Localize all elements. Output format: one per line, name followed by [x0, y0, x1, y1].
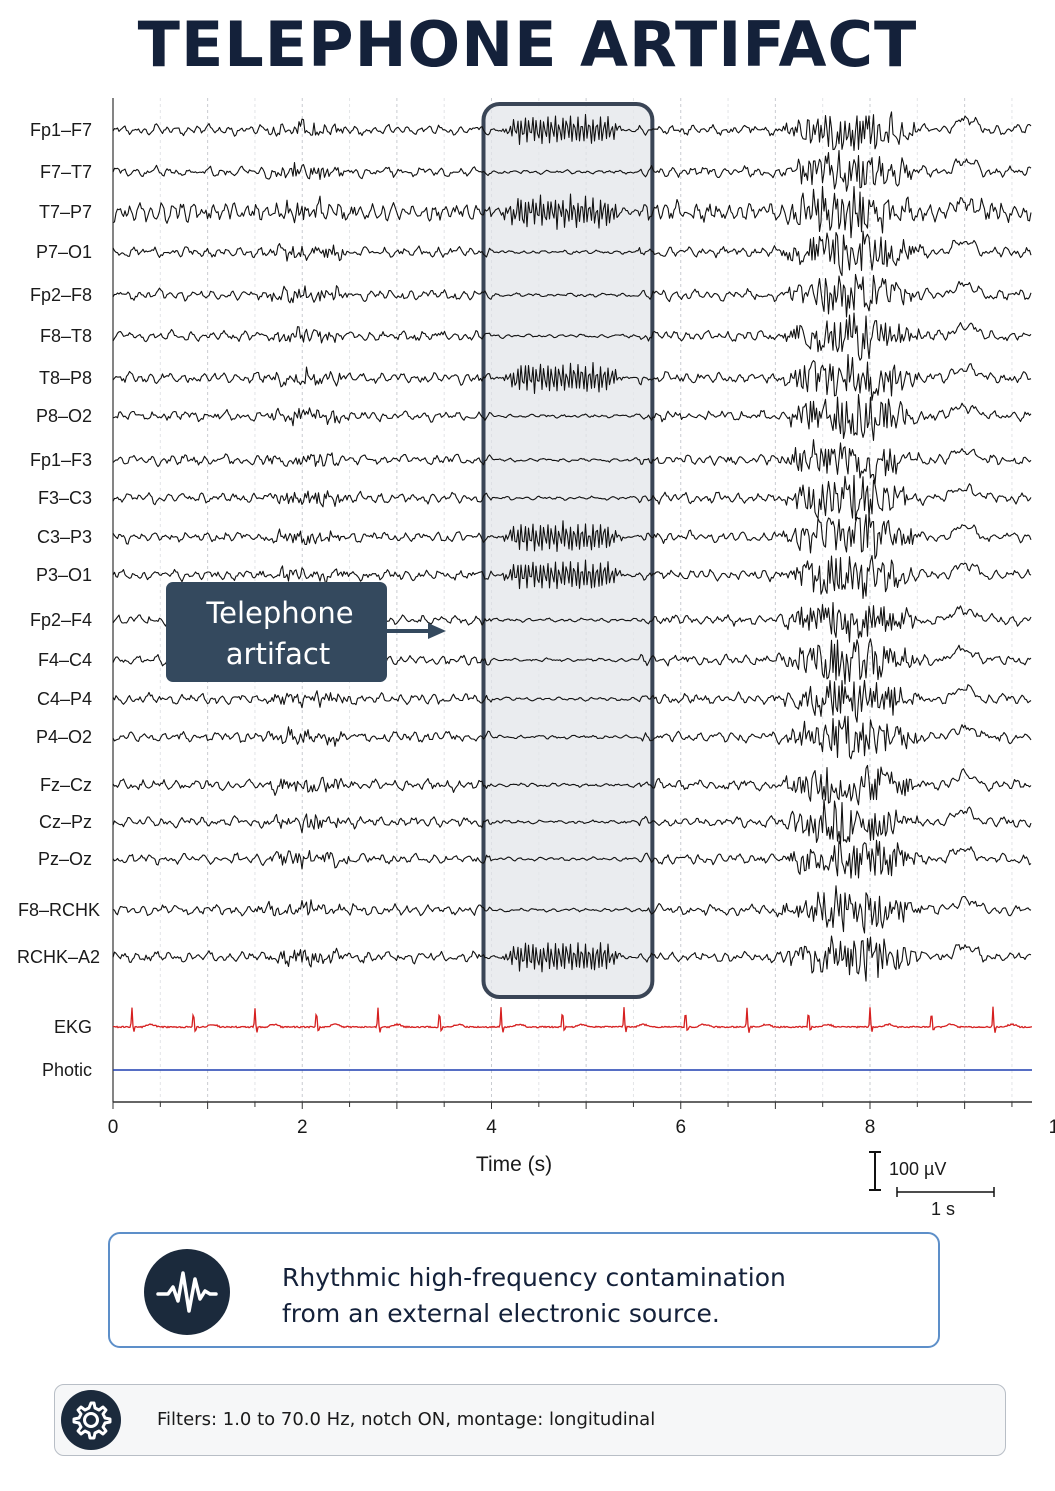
scale-bar: 100 µV 1 s	[869, 1151, 995, 1219]
trace-6	[112, 353, 1032, 401]
trace-2	[112, 185, 1032, 239]
channel-label: P3–O1	[36, 565, 92, 585]
channel-label: Fp2–F8	[30, 285, 92, 305]
channel-label: T8–P8	[39, 368, 92, 388]
channel-label: P7–O1	[36, 242, 92, 262]
trace-17	[112, 799, 1032, 845]
x-tick-label: 2	[297, 1117, 308, 1138]
x-tick-label: 4	[486, 1117, 497, 1138]
channel-label: T7–P7	[39, 202, 92, 222]
callout-label-line2: artifact	[226, 637, 330, 671]
channel-label: Fz–Cz	[40, 775, 92, 795]
artifact-highlight-box	[481, 102, 655, 999]
scale-bar-amplitude-label: 100 µV	[889, 1159, 946, 1179]
waveform-icon	[144, 1249, 230, 1335]
trace-9	[112, 474, 1032, 521]
channel-label: F8–RCHK	[18, 900, 100, 920]
trace-15	[112, 715, 1032, 760]
filter-settings-text: Filters: 1.0 to 70.0 Hz, notch ON, monta…	[157, 1409, 656, 1430]
trace-10	[112, 513, 1032, 560]
channel-label: RCHK–A2	[17, 947, 100, 967]
x-tick-label: 0	[108, 1117, 119, 1138]
description-box: Rhythmic high-frequency contamination fr…	[108, 1232, 940, 1348]
channel-label: C4–P4	[37, 689, 92, 709]
description-line1: Rhythmic high-frequency contamination	[282, 1263, 786, 1292]
gear-icon	[61, 1390, 121, 1450]
channel-label: Fp2–F4	[30, 610, 92, 630]
callout: Telephone artifact	[166, 582, 446, 682]
trace-11	[112, 554, 1032, 599]
channel-label: EKG	[54, 1017, 92, 1037]
callout-box	[166, 582, 387, 682]
channel-label: Photic	[42, 1060, 92, 1080]
trace-0	[112, 111, 1032, 151]
trace-19	[112, 885, 1032, 934]
scale-bar-time-label: 1 s	[931, 1199, 955, 1219]
trace-ekg	[112, 1006, 1032, 1033]
trace-3	[112, 230, 1032, 277]
trace-20	[112, 935, 1032, 982]
x-tick-label: 10	[1049, 1117, 1055, 1138]
channel-label: F3–C3	[38, 488, 92, 508]
channel-label: P4–O2	[36, 727, 92, 747]
description-text: Rhythmic high-frequency contamination fr…	[282, 1260, 902, 1332]
channel-label: P8–O2	[36, 406, 92, 426]
trace-1	[112, 150, 1032, 192]
channel-labels: Fp1–F7 F7–T7 T7–P7 P7–O1 Fp2–F8 F8–T8 T8–P8 P8–…	[17, 120, 100, 1080]
channel-label: Cz–Pz	[39, 812, 92, 832]
trace-18	[112, 839, 1032, 879]
channel-label: F8–T8	[40, 326, 92, 346]
trace-7	[112, 393, 1032, 441]
x-tick-label: 6	[675, 1117, 686, 1138]
x-tick-label: 8	[865, 1117, 876, 1138]
channel-label: Fp1–F3	[30, 450, 92, 470]
trace-4	[112, 273, 1032, 318]
x-axis-title: Time (s)	[476, 1153, 552, 1176]
filter-settings-bar: Filters: 1.0 to 70.0 Hz, notch ON, monta…	[54, 1384, 1006, 1456]
channel-label: Pz–Oz	[38, 849, 92, 869]
eeg-chart: Fp1–F7 F7–T7 T7–P7 P7–O1 Fp2–F8 F8–T8 T8–P8 P8–…	[17, 98, 1055, 1219]
page-title: TELEPHONE ARTIFACT	[137, 8, 918, 81]
description-line2: from an external electronic source.	[282, 1299, 720, 1328]
channel-label: F4–C4	[38, 650, 92, 670]
channel-label: F7–T7	[40, 162, 92, 182]
channel-label: C3–P3	[37, 527, 92, 547]
trace-14	[112, 679, 1032, 723]
callout-arrowhead	[428, 623, 446, 639]
trace-5	[112, 312, 1032, 361]
callout-label-line1: Telephone	[205, 596, 353, 630]
x-axis: 0 2 4 6 8 10	[108, 1101, 1055, 1138]
trace-8	[112, 439, 1032, 485]
channel-label: Fp1–F7	[30, 120, 92, 140]
trace-16	[112, 764, 1032, 806]
